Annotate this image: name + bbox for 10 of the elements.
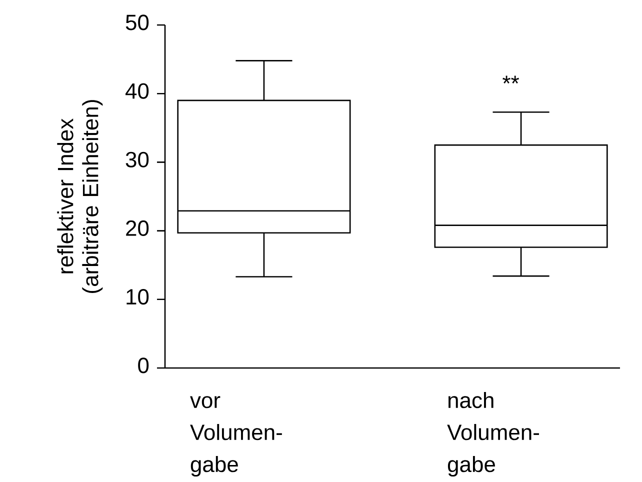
y-tick-label: 20 — [126, 220, 149, 236]
y-tick-label: 50 — [126, 14, 149, 30]
y-axis-title: reflektiver Index (arbiträre Einheiten) — [57, 100, 103, 293]
annotation: ** — [502, 76, 520, 84]
y-tick-label: 30 — [126, 152, 149, 168]
y-tick-label: 10 — [126, 289, 149, 305]
x-tick-label: vor Volumen-gabe — [190, 396, 282, 476]
y-tick-label: 40 — [126, 83, 149, 99]
x-tick-label: nach Volumen-gabe — [447, 392, 539, 476]
y-tick-label: 0 — [138, 358, 149, 374]
